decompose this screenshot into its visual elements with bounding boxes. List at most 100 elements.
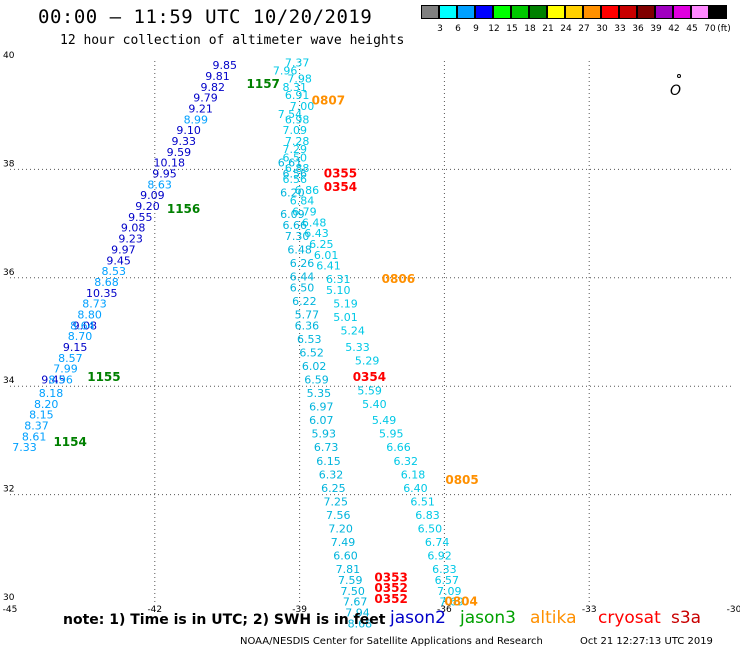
wave-height-label: 6.88 <box>285 162 310 175</box>
wave-height-label: 9.79 <box>193 92 218 105</box>
lat-tick-label: 40 <box>3 51 15 61</box>
color-swatch-label: 33 <box>614 24 626 34</box>
wave-height-label: 7.81 <box>336 563 361 576</box>
wave-height-label: 9.10 <box>176 124 201 137</box>
wave-height-label: 5.19 <box>333 298 358 311</box>
timestamp-text: Oct 21 12:27:13 UTC 2019 <box>580 636 713 647</box>
satellite-legend-jason2: jason2 <box>390 608 446 628</box>
wave-height-label: 7.50 <box>340 585 365 598</box>
wave-height-label: 6.48 <box>287 243 312 256</box>
pass-label: 0354 <box>324 180 357 194</box>
island-marker: O <box>670 74 681 99</box>
lon-tick-label: -33 <box>582 605 597 615</box>
lat-tick-label: 30 <box>3 593 15 603</box>
wave-height-label: 8.63 <box>147 178 172 191</box>
lat-tick-label: 32 <box>3 485 14 495</box>
wave-height-label: 8.18 <box>39 387 64 400</box>
color-swatch-label: 36 <box>632 24 644 34</box>
wave-height-label: 9.97 <box>111 243 136 256</box>
wave-height-label: 5.93 <box>311 428 336 441</box>
wave-height-label: 6.56 <box>283 168 308 181</box>
wave-height-label: 6.79 <box>292 205 317 218</box>
wave-height-label: 9.45 <box>106 254 131 267</box>
wave-height-label: 7.00 <box>290 100 315 113</box>
wave-height-label: 7.96 <box>273 65 298 78</box>
wave-height-label: 6.73 <box>314 441 339 454</box>
wave-height-label: 6.20 <box>280 187 305 200</box>
wave-height-label: 5.49 <box>372 414 397 427</box>
pass-label: 0352 <box>374 592 407 606</box>
wave-height-label: 8.80 <box>77 308 102 321</box>
wave-height-label: 5.24 <box>340 325 365 338</box>
wave-height-label: 9.55 <box>128 211 153 224</box>
pass-label: 0354 <box>353 370 386 384</box>
color-swatch <box>511 5 529 19</box>
color-swatch-label: 9 <box>473 24 479 34</box>
color-swatch-label: 45 <box>686 24 698 34</box>
color-swatch <box>709 5 727 19</box>
color-swatch <box>475 5 493 19</box>
wave-height-label: 6.41 <box>316 260 341 273</box>
credit-text: NOAA/NESDIS Center for Satellite Applica… <box>240 636 543 647</box>
wave-height-label: 6.91 <box>285 89 310 102</box>
wave-height-label: 6.98 <box>285 113 310 126</box>
wave-height-label: 6.15 <box>316 455 341 468</box>
wave-height-label: 9.82 <box>200 81 225 94</box>
color-swatch <box>529 5 547 19</box>
lon-tick-label: -36 <box>437 605 452 615</box>
wave-height-label: 7.20 <box>328 523 353 536</box>
satellite-legend-cryosat: cryosat <box>598 608 661 628</box>
wave-height-label: 9.59 <box>167 146 192 159</box>
wave-height-label: 7.37 <box>285 56 310 69</box>
wave-height-label: 5.40 <box>362 398 387 411</box>
page-subtitle: 12 hour collection of altimeter wave hei… <box>60 33 405 48</box>
footnote: note: 1) Time is in UTC; 2) SWH is in fe… <box>63 612 386 628</box>
wave-height-label: 8.15 <box>29 409 54 422</box>
lon-tick-label: -30 <box>727 605 740 615</box>
color-swatch-label: 30 <box>596 24 608 34</box>
wave-height-label: 8.70 <box>68 330 93 343</box>
wave-height-label: 9.08 <box>73 319 98 332</box>
wave-height-label: 9.15 <box>63 341 88 354</box>
wave-height-label: 6.56 <box>283 173 308 186</box>
pass-labels: 1154115511561157080708060805080403550354… <box>53 77 478 609</box>
island-label: O <box>670 83 681 99</box>
wave-height-label: 5.77 <box>295 308 320 321</box>
wave-height-label: 5.29 <box>355 355 380 368</box>
color-swatch-label: 18 <box>524 24 536 34</box>
wave-height-label: 6.07 <box>309 414 334 427</box>
wave-height-label: 7.59 <box>338 574 363 587</box>
wave-height-label: 7.33 <box>12 441 37 454</box>
wave-height-label: 6.43 <box>304 227 329 240</box>
wave-height-label: 6.86 <box>295 184 320 197</box>
wave-height-label: 6.09 <box>280 208 305 221</box>
color-swatch <box>421 5 439 19</box>
wave-height-label: 8.68 <box>348 617 373 630</box>
wave-height-label: 8.96 <box>48 373 73 386</box>
color-swatch-label: 42 <box>668 24 680 34</box>
wave-height-label: 6.25 <box>309 238 334 251</box>
wave-height-label: 7.29 <box>283 143 308 156</box>
color-swatch <box>619 5 637 19</box>
wave-height-label: 6.25 <box>321 482 346 495</box>
wave-height-label: 6.61 <box>278 157 303 170</box>
color-swatch <box>493 5 511 19</box>
wave-height-label: 7.30 <box>285 230 310 243</box>
wave-height-label: 6.66 <box>386 441 411 454</box>
wave-height-label: 9.85 <box>213 59 238 72</box>
wave-height-label: 6.52 <box>299 346 324 359</box>
color-swatch <box>673 5 691 19</box>
satellite-legend-jason3: jason3 <box>460 608 516 628</box>
wave-height-label: 7.98 <box>287 73 312 86</box>
wave-height-label: 9.95 <box>152 168 177 181</box>
wave-height-label: 6.33 <box>432 563 457 576</box>
lon-tick-label: -42 <box>147 605 162 615</box>
color-swatch <box>655 5 673 19</box>
wave-height-label: 9.23 <box>118 233 143 246</box>
color-swatch-label: 12 <box>488 24 500 34</box>
pass-label: 0806 <box>382 272 415 286</box>
wave-height-label: 9.45 <box>41 373 66 386</box>
wave-height-label: 9.09 <box>140 189 165 202</box>
wave-height-label: 6.51 <box>410 495 435 508</box>
wave-height-label: 6.02 <box>302 360 327 373</box>
